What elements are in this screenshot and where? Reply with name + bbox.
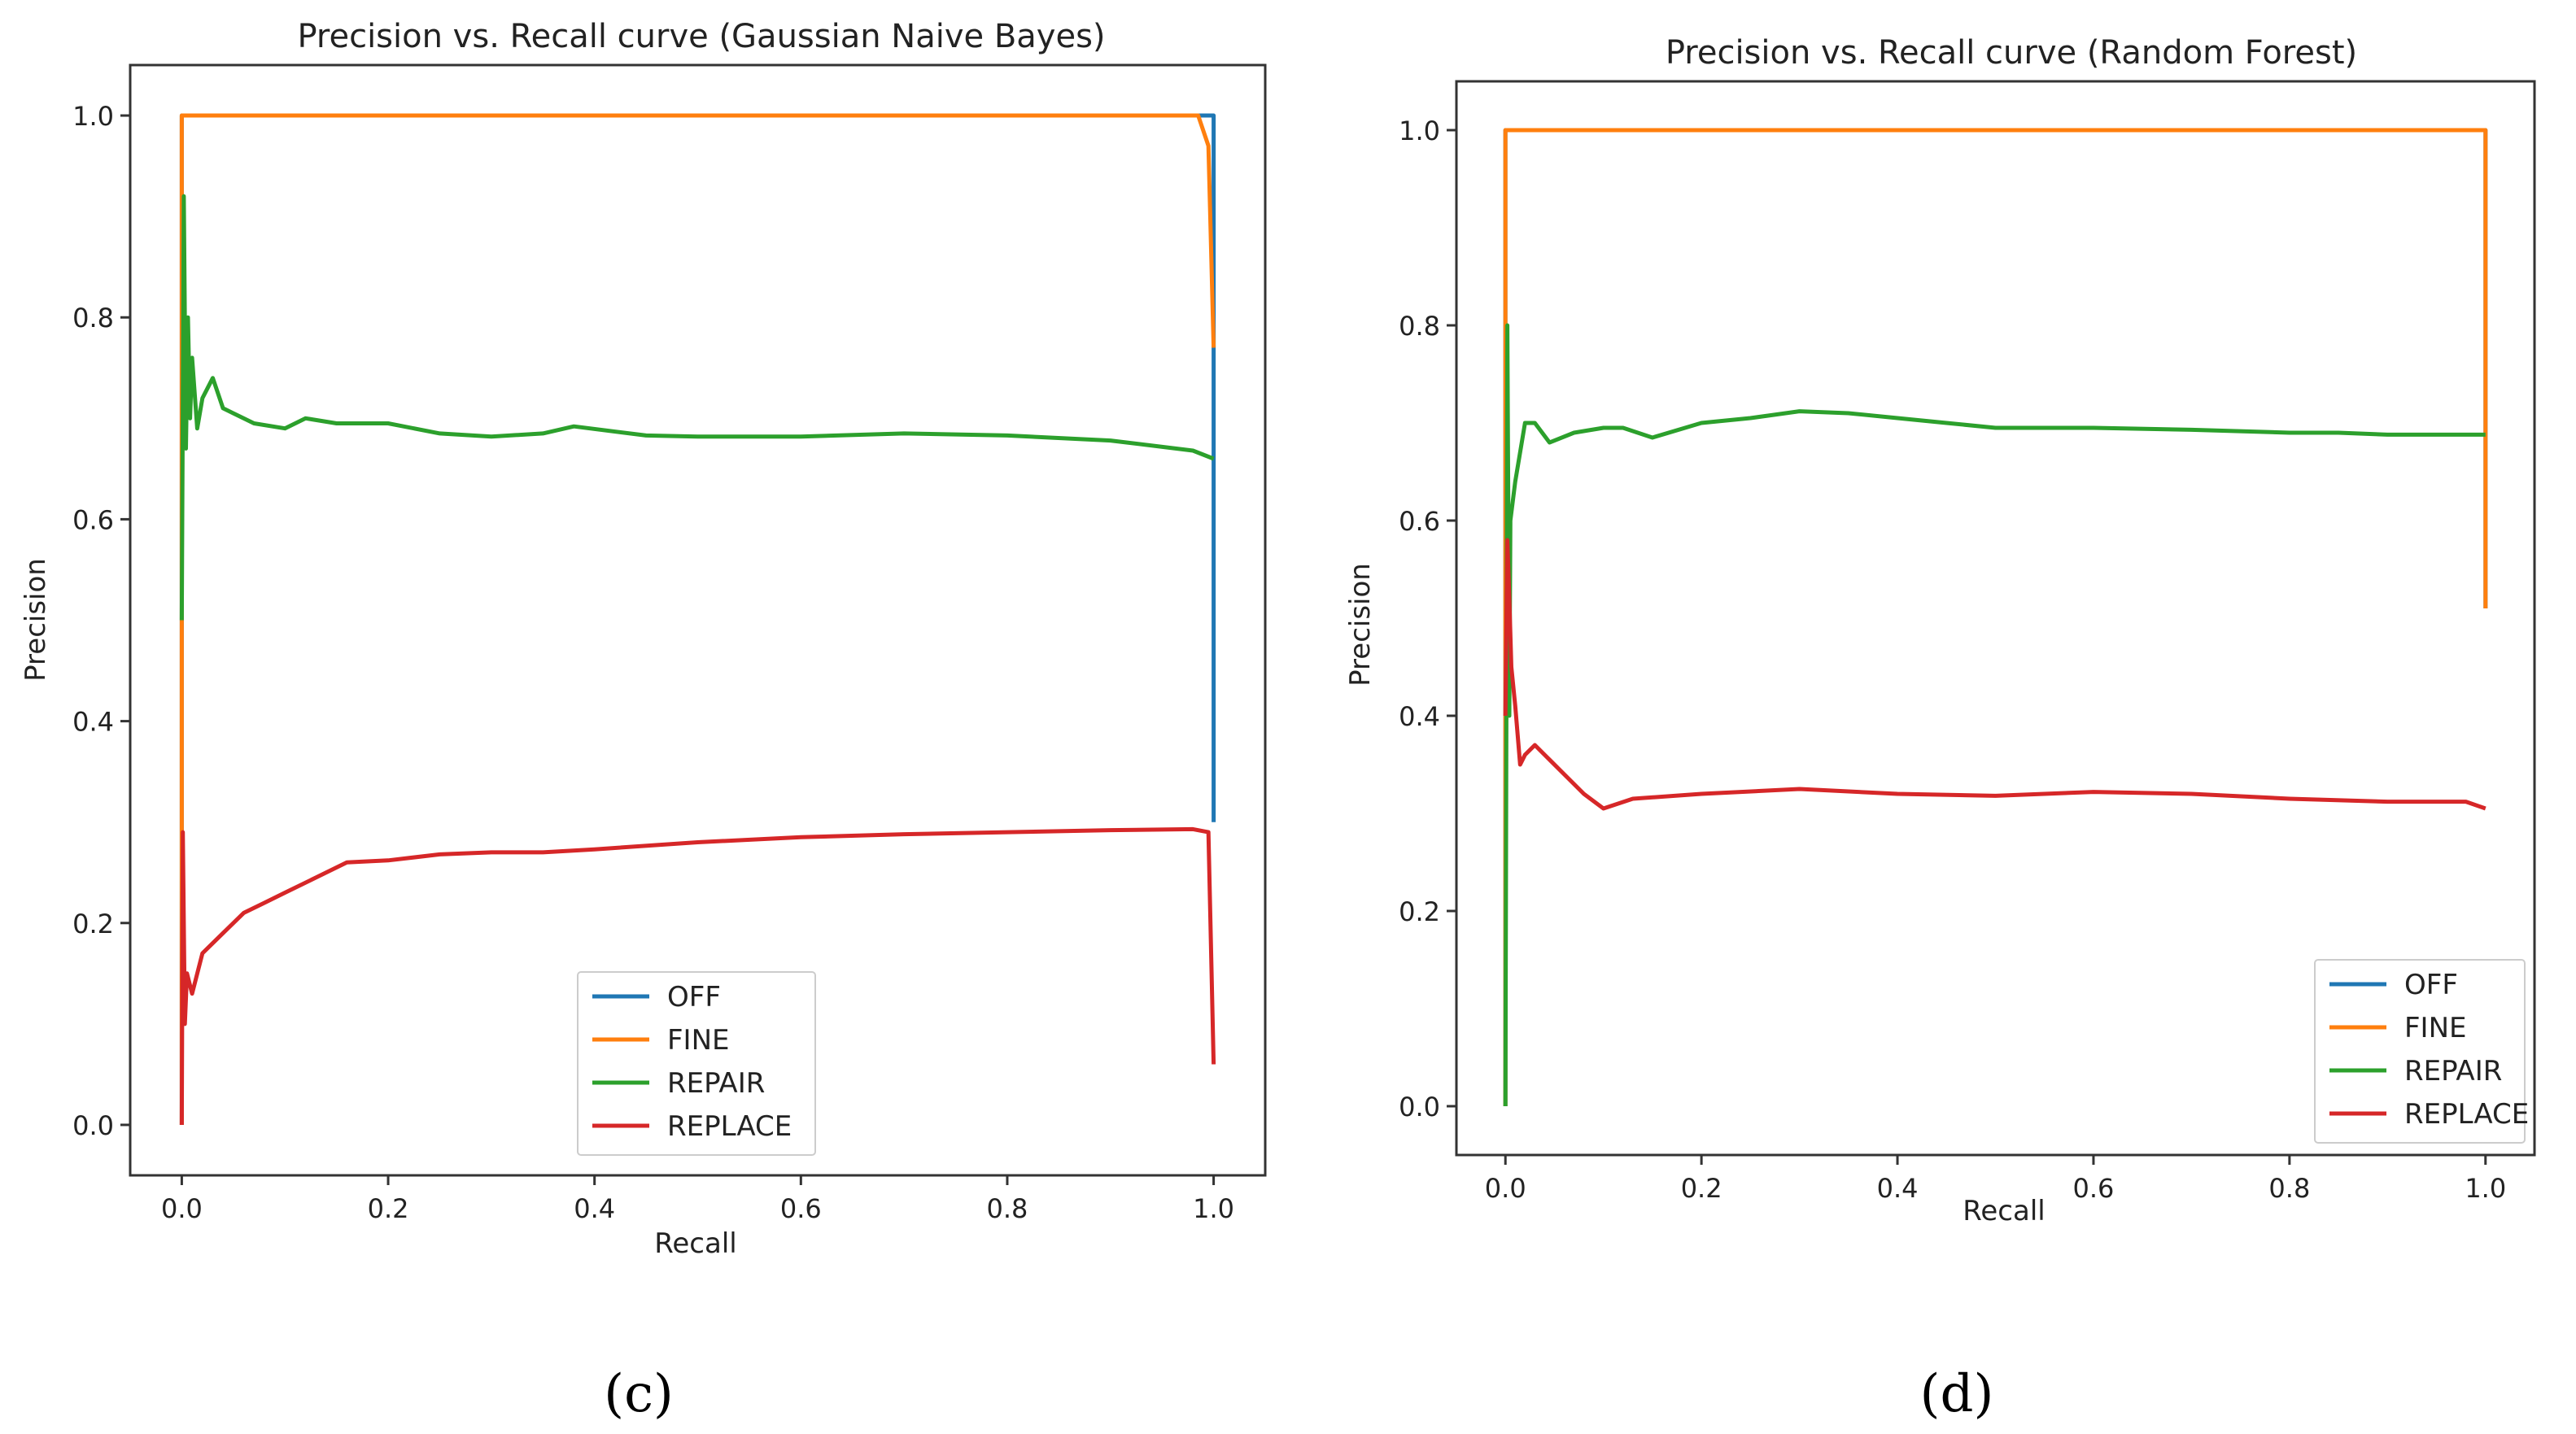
panel-label-d: (d) bbox=[1920, 1364, 1994, 1424]
legend: OFF FINE REPAIR REPLACE bbox=[577, 971, 816, 1156]
chart-random-forest: Precision vs. Recall curve (Random Fores… bbox=[1344, 34, 2536, 1424]
x-tick-label: 0.8 bbox=[987, 1193, 1028, 1224]
x-tick-label: 0.0 bbox=[1485, 1173, 1526, 1204]
x-tick-label: 0.2 bbox=[368, 1193, 409, 1224]
y-tick-label: 0.6 bbox=[72, 504, 114, 535]
x-axis-ticks: 0.0 0.2 0.4 0.6 0.8 1.0 bbox=[1485, 1155, 2506, 1204]
series-line-repair bbox=[1503, 323, 2486, 1107]
x-tick-label: 0.6 bbox=[780, 1193, 822, 1224]
y-tick-label: 0.6 bbox=[1399, 506, 1440, 537]
series-line-repair bbox=[179, 194, 1215, 621]
legend-label-repair: REPAIR bbox=[667, 1067, 765, 1100]
y-tick-label: 0.0 bbox=[1399, 1092, 1440, 1122]
chart-title: Precision vs. Recall curve (Random Fores… bbox=[1666, 34, 2357, 72]
series-layer bbox=[1503, 128, 2488, 1107]
x-tick-label: 0.0 bbox=[161, 1193, 203, 1224]
series-line-replace bbox=[179, 826, 1216, 1126]
x-tick-label: 0.4 bbox=[574, 1193, 615, 1224]
y-tick-label: 0.0 bbox=[72, 1110, 114, 1141]
series-line-replace bbox=[1503, 538, 2486, 811]
legend-label-fine: FINE bbox=[2404, 1012, 2467, 1044]
legend: OFF FINE REPAIR REPLACE bbox=[2314, 959, 2529, 1144]
legend-label-fine: FINE bbox=[667, 1024, 730, 1057]
x-tick-label: 0.4 bbox=[1877, 1173, 1919, 1204]
plot-area-frame bbox=[129, 63, 1267, 1177]
y-tick-label: 0.4 bbox=[72, 707, 114, 738]
plot-area-frame bbox=[1455, 80, 2536, 1157]
y-axis-ticks: 0.0 0.2 0.4 0.6 0.8 1.0 bbox=[72, 101, 130, 1141]
chart-gaussian-naive-bayes: Precision vs. Recall curve (Gaussian Nai… bbox=[20, 18, 1267, 1424]
x-tick-label: 1.0 bbox=[1193, 1193, 1234, 1224]
y-tick-label: 0.8 bbox=[1399, 311, 1440, 342]
series-layer bbox=[179, 113, 1216, 1126]
y-axis-ticks: 0.0 0.2 0.4 0.6 0.8 1.0 bbox=[1399, 116, 1456, 1122]
x-axis-ticks: 0.0 0.2 0.4 0.6 0.8 1.0 bbox=[161, 1175, 1234, 1224]
x-tick-label: 0.8 bbox=[2268, 1173, 2310, 1204]
legend-label-off: OFF bbox=[667, 981, 721, 1013]
legend-frame bbox=[2314, 959, 2526, 1144]
x-axis-label: Recall bbox=[654, 1227, 736, 1260]
x-axis-label: Recall bbox=[1963, 1195, 2045, 1227]
legend-label-off: OFF bbox=[2404, 969, 2458, 1001]
y-tick-label: 1.0 bbox=[72, 101, 114, 132]
y-axis-label: Precision bbox=[1344, 563, 1377, 686]
chart-title: Precision vs. Recall curve (Gaussian Nai… bbox=[297, 18, 1105, 55]
legend-label-repair: REPAIR bbox=[2404, 1055, 2502, 1087]
y-tick-label: 0.2 bbox=[72, 909, 114, 939]
x-tick-label: 0.2 bbox=[1681, 1173, 1722, 1204]
legend-frame bbox=[577, 971, 816, 1156]
y-tick-label: 0.8 bbox=[72, 303, 114, 333]
x-tick-label: 1.0 bbox=[2465, 1173, 2506, 1204]
legend-label-replace: REPLACE bbox=[667, 1110, 792, 1143]
panel-label-c: (c) bbox=[604, 1364, 674, 1424]
y-tick-label: 0.2 bbox=[1399, 896, 1440, 927]
legend-label-replace: REPLACE bbox=[2404, 1098, 2529, 1131]
y-tick-label: 0.4 bbox=[1399, 701, 1440, 732]
y-tick-label: 1.0 bbox=[1399, 116, 1440, 146]
y-axis-label: Precision bbox=[20, 558, 52, 682]
x-tick-label: 0.6 bbox=[2073, 1173, 2115, 1204]
